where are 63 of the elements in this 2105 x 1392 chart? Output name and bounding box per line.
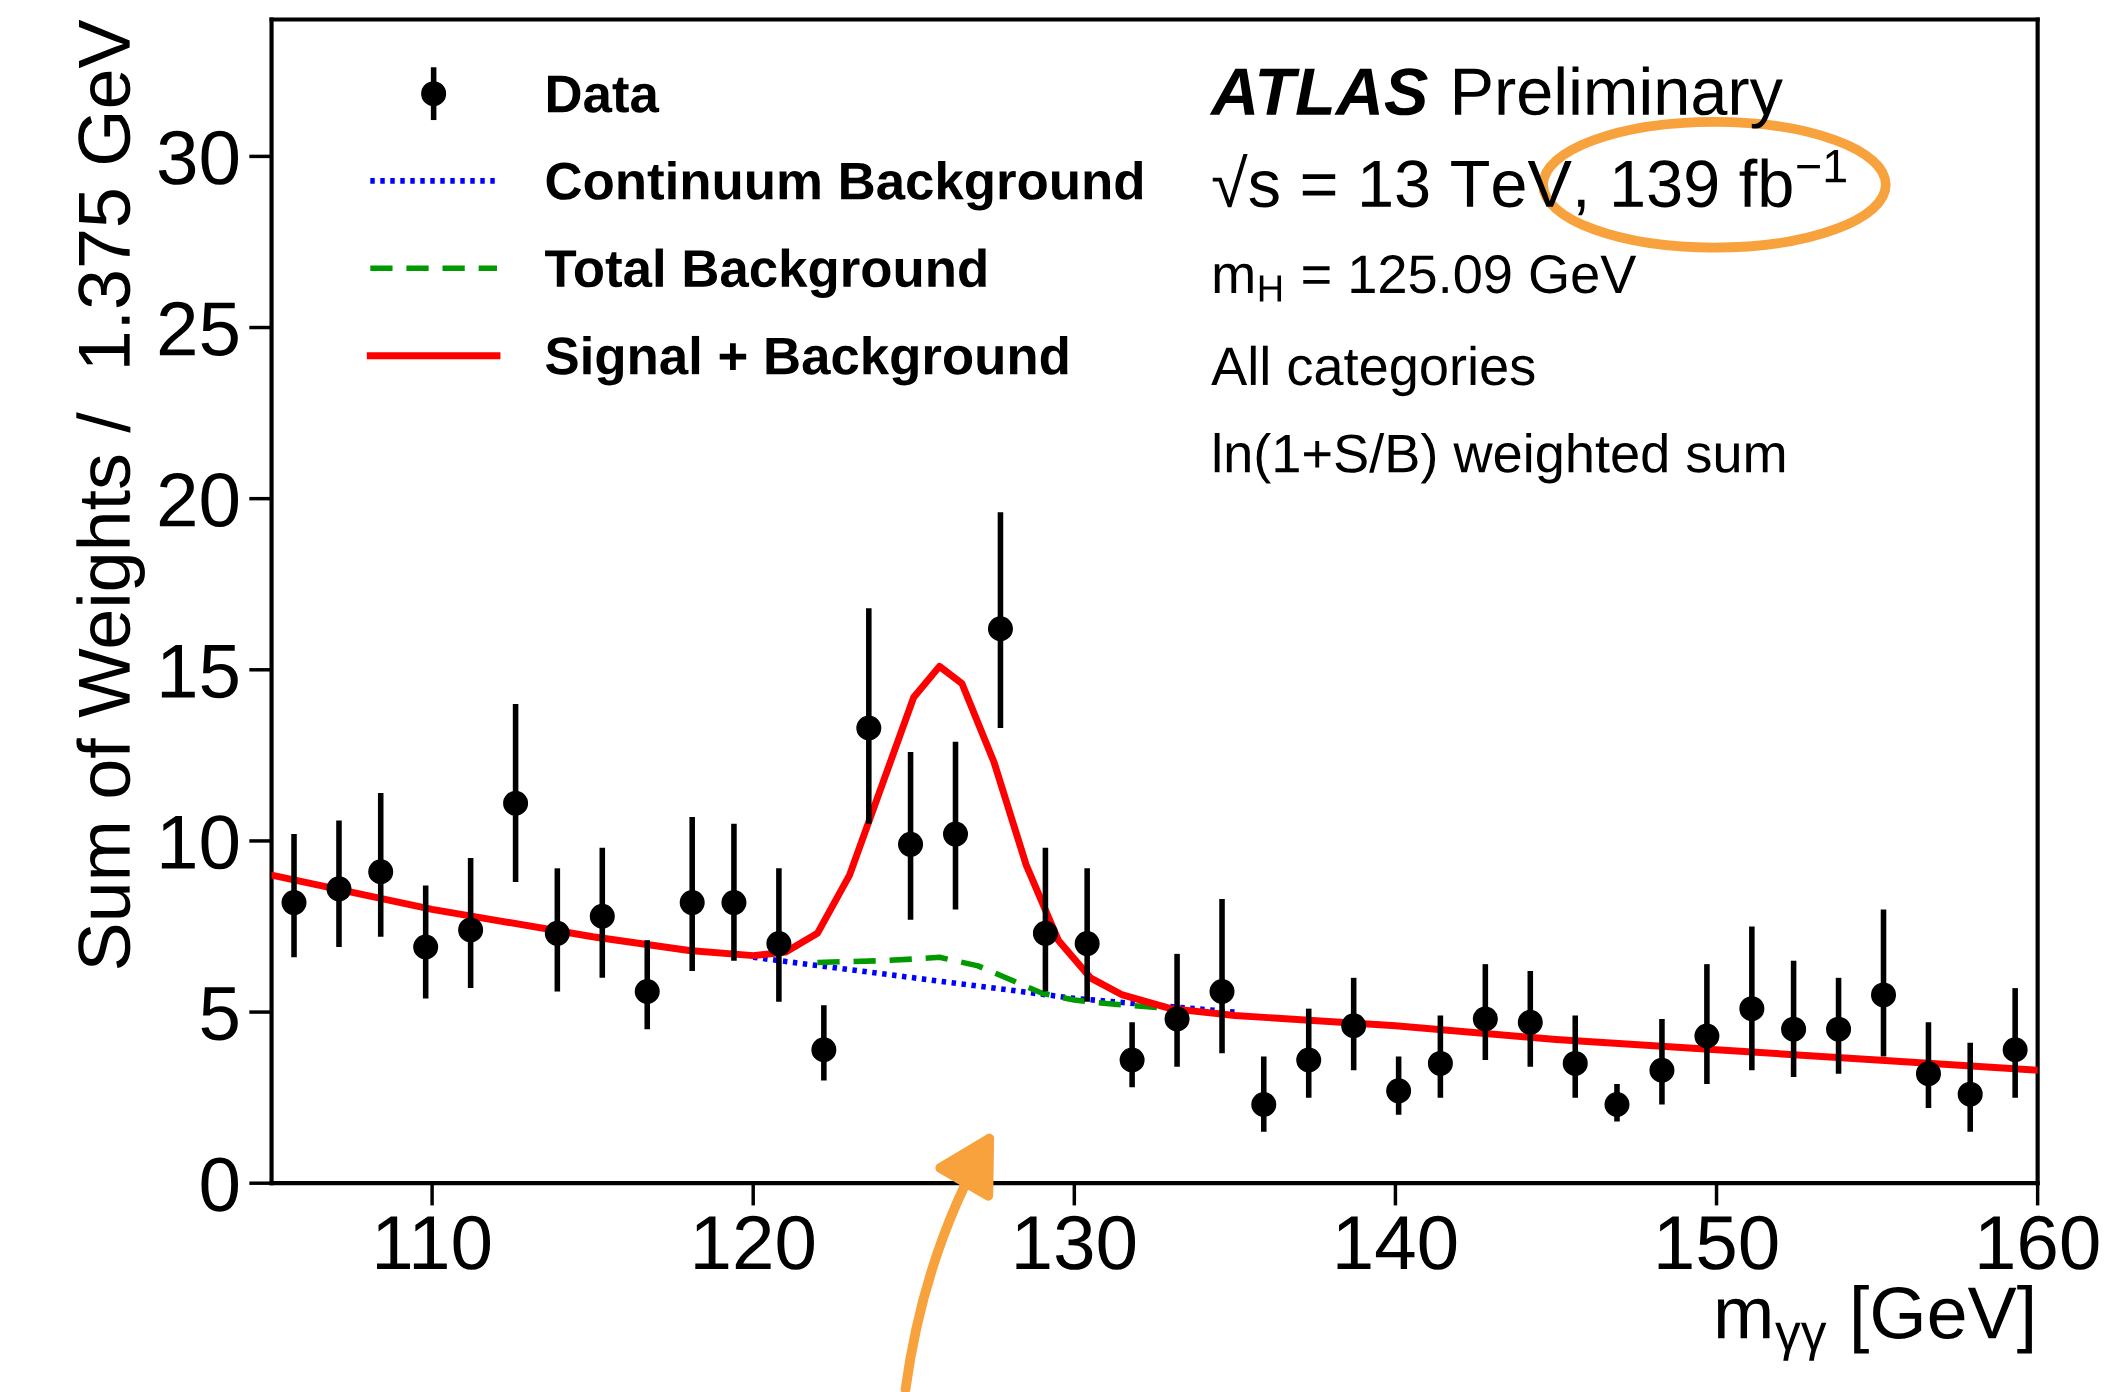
- point: [1915, 1061, 1941, 1087]
- point: [1032, 920, 1058, 946]
- x-tick-label: 130: [1016, 1215, 1136, 1270]
- point: [1562, 1050, 1588, 1076]
- y-axis-title: Sum of Weights / 1.375 GeV: [76, 19, 145, 969]
- legend-label: Data: [548, 75, 660, 113]
- x-axis-title: m$_{γγ}$ [GeV]: [1717, 1284, 2032, 1361]
- point: [326, 876, 352, 902]
- legend-label: Signal + Background: [545, 335, 1068, 386]
- y-tick-label: 15: [161, 644, 238, 699]
- x-tick-label: 160: [1979, 1215, 2099, 1270]
- point: [544, 920, 570, 946]
- point: [1209, 979, 1235, 1005]
- point: [1957, 1081, 1983, 1107]
- x-tick-label: 120: [695, 1215, 814, 1270]
- point: [281, 890, 307, 916]
- point: [1296, 1047, 1322, 1073]
- point: [634, 979, 660, 1005]
- point: [1341, 1013, 1367, 1039]
- point: [1472, 1006, 1498, 1032]
- point: [1649, 1057, 1675, 1083]
- point: [413, 934, 439, 960]
- point: [368, 859, 394, 885]
- point: [679, 890, 705, 916]
- point: [1781, 1016, 1807, 1042]
- y-tick-label: 25: [159, 301, 238, 356]
- point: [1164, 1006, 1190, 1032]
- point: [856, 715, 882, 741]
- point: [1119, 1047, 1145, 1073]
- annotation: ATLAS Preliminary: [1209, 66, 1783, 129]
- x-tick-label: 110: [377, 1215, 491, 1270]
- point: [2002, 1037, 2028, 1063]
- point: [458, 917, 484, 943]
- y-tick-label: 0: [201, 1157, 239, 1212]
- x-tick-label: 150: [1658, 1215, 1778, 1270]
- point: [898, 831, 924, 857]
- annotation: m$_{H}$ = 125.09 GeV: [1214, 255, 1637, 302]
- annotation: ln(1+S/B) weighted sum: [1214, 432, 1785, 484]
- y-tick-label: 10: [161, 815, 239, 870]
- point: [1251, 1091, 1277, 1117]
- legend-label: Total Background: [545, 248, 986, 298]
- legend-label: Continuum Background: [546, 161, 1143, 211]
- point: [721, 890, 747, 916]
- point: [943, 821, 969, 847]
- y-tick-label: 20: [159, 473, 239, 528]
- y-tick-label: 30: [158, 130, 239, 185]
- point: [1604, 1091, 1630, 1117]
- point: [1517, 1009, 1543, 1035]
- point: [1739, 996, 1765, 1022]
- point: [1427, 1050, 1453, 1076]
- point: [766, 931, 792, 957]
- y-tick-label: 5: [201, 987, 238, 1041]
- point: [1871, 982, 1897, 1008]
- point: [811, 1037, 837, 1063]
- point: [1694, 1023, 1720, 1049]
- point: [589, 903, 615, 929]
- point: [1826, 1016, 1852, 1042]
- point: [987, 616, 1013, 642]
- x-tick-label: 140: [1337, 1215, 1457, 1270]
- annotation: All categories: [1211, 345, 1535, 397]
- point: [1386, 1078, 1412, 1104]
- point: [503, 790, 529, 816]
- point: [1074, 931, 1100, 957]
